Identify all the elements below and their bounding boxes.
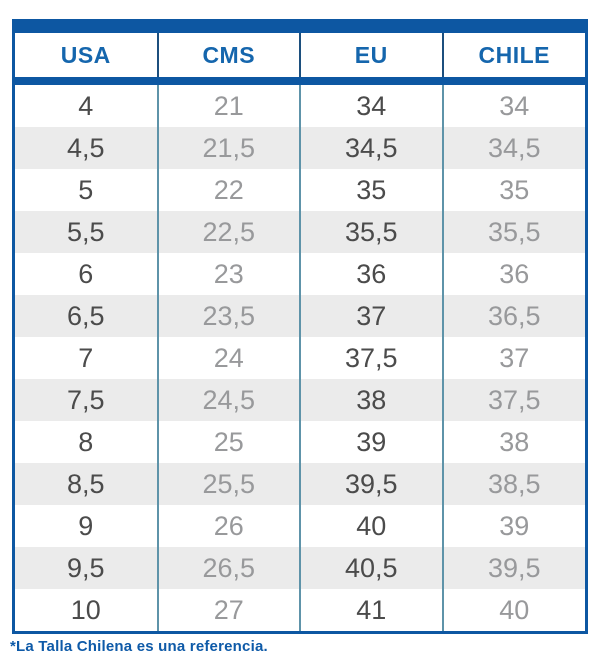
column-header-eu: EU [299, 33, 443, 85]
size-cell-cms: 22,5 [156, 211, 300, 253]
size-cell-chile: 37,5 [441, 379, 585, 421]
size-conversion-table: USA CMS EU CHILE 4 21 34 34 4,5 21,5 34,5 34,5 5 22 3… [12, 19, 588, 634]
size-cell-eu: 34 [299, 81, 443, 127]
size-cell-eu: 34,5 [299, 127, 443, 169]
table-row: 9 26 40 39 [15, 505, 585, 547]
size-cell-chile: 34,5 [441, 127, 585, 169]
size-cell-cms: 21,5 [156, 127, 300, 169]
column-header-cms: CMS [156, 33, 300, 85]
table-row: 9,5 26,5 40,5 39,5 [15, 547, 585, 589]
size-cell-eu: 40 [299, 505, 443, 547]
size-cell-usa: 7 [15, 337, 158, 379]
table-row: 6 23 36 36 [15, 253, 585, 295]
size-table: USA CMS EU CHILE 4 21 34 34 4,5 21,5 34,5 34,5 5 22 3… [15, 33, 585, 631]
size-cell-cms: 25,5 [156, 463, 300, 505]
size-cell-usa: 9,5 [15, 547, 158, 589]
size-cell-usa: 7,5 [15, 379, 158, 421]
table-row: 7,5 24,5 38 37,5 [15, 379, 585, 421]
size-cell-eu: 38 [299, 379, 443, 421]
size-cell-usa: 6,5 [15, 295, 158, 337]
size-cell-cms: 27 [156, 589, 300, 631]
size-cell-cms: 23,5 [156, 295, 300, 337]
size-cell-eu: 39,5 [299, 463, 443, 505]
size-cell-eu: 36 [299, 253, 443, 295]
size-table-body: 4 21 34 34 4,5 21,5 34,5 34,5 5 22 35 35 5,5 22,5 35,5… [15, 81, 585, 631]
table-row: 5,5 22,5 35,5 35,5 [15, 211, 585, 253]
size-cell-eu: 35 [299, 169, 443, 211]
size-cell-cms: 25 [156, 421, 300, 463]
footnote: *La Talla Chilena es una referencia. [10, 638, 268, 655]
size-cell-eu: 37 [299, 295, 443, 337]
size-cell-usa: 10 [15, 589, 158, 631]
size-cell-chile: 39,5 [441, 547, 585, 589]
table-row: 7 24 37,5 37 [15, 337, 585, 379]
size-cell-cms: 24 [156, 337, 300, 379]
size-cell-eu: 40,5 [299, 547, 443, 589]
size-cell-usa: 9 [15, 505, 158, 547]
size-cell-cms: 22 [156, 169, 300, 211]
size-cell-chile: 36,5 [441, 295, 585, 337]
size-cell-chile: 34 [441, 81, 585, 127]
size-cell-chile: 38 [441, 421, 585, 463]
size-cell-chile: 36 [441, 253, 585, 295]
size-cell-chile: 38,5 [441, 463, 585, 505]
size-cell-eu: 35,5 [299, 211, 443, 253]
column-header-usa: USA [15, 33, 158, 85]
size-cell-cms: 26 [156, 505, 300, 547]
size-cell-usa: 6 [15, 253, 158, 295]
table-row: 10 27 41 40 [15, 589, 585, 631]
size-cell-cms: 23 [156, 253, 300, 295]
size-cell-usa: 5 [15, 169, 158, 211]
size-cell-chile: 37 [441, 337, 585, 379]
size-cell-eu: 37,5 [299, 337, 443, 379]
size-cell-chile: 39 [441, 505, 585, 547]
table-row: 4,5 21,5 34,5 34,5 [15, 127, 585, 169]
header-row: USA CMS EU CHILE [15, 33, 585, 85]
table-row: 8,5 25,5 39,5 38,5 [15, 463, 585, 505]
size-cell-chile: 35 [441, 169, 585, 211]
size-cell-eu: 39 [299, 421, 443, 463]
table-row: 5 22 35 35 [15, 169, 585, 211]
size-cell-usa: 4,5 [15, 127, 158, 169]
column-header-chile: CHILE [441, 33, 585, 85]
table-row: 6,5 23,5 37 36,5 [15, 295, 585, 337]
size-cell-cms: 21 [156, 81, 300, 127]
size-cell-chile: 35,5 [441, 211, 585, 253]
size-cell-usa: 4 [15, 81, 158, 127]
table-row: 4 21 34 34 [15, 81, 585, 127]
size-cell-usa: 8 [15, 421, 158, 463]
size-cell-usa: 5,5 [15, 211, 158, 253]
size-cell-cms: 26,5 [156, 547, 300, 589]
size-cell-chile: 40 [441, 589, 585, 631]
size-cell-eu: 41 [299, 589, 443, 631]
size-cell-cms: 24,5 [156, 379, 300, 421]
size-table-header: USA CMS EU CHILE [15, 33, 585, 85]
table-row: 8 25 39 38 [15, 421, 585, 463]
size-cell-usa: 8,5 [15, 463, 158, 505]
